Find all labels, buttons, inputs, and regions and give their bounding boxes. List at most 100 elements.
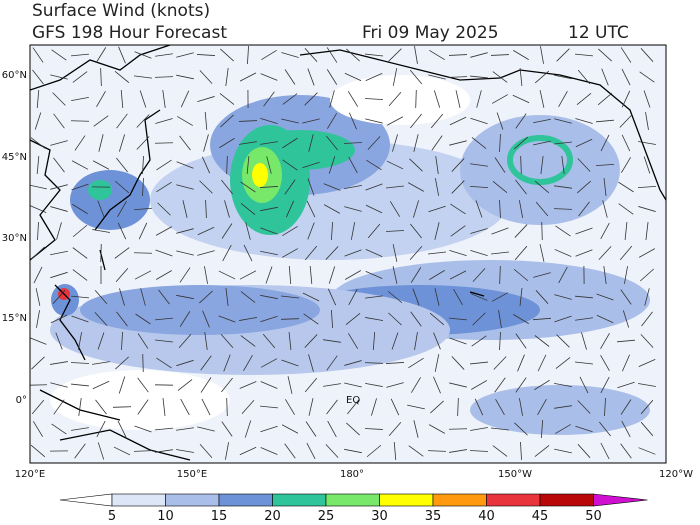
wind-barb bbox=[621, 134, 631, 152]
wind-barb bbox=[261, 49, 277, 61]
wind-barb bbox=[428, 205, 446, 213]
wind-barb bbox=[428, 424, 446, 434]
wind-barb bbox=[410, 267, 422, 283]
wind-barb bbox=[308, 354, 314, 372]
wind-barb bbox=[71, 183, 89, 191]
lon-label: 180° bbox=[340, 469, 364, 480]
wind-barb bbox=[308, 134, 314, 152]
wind-barb bbox=[577, 400, 591, 414]
wind-barb bbox=[201, 156, 211, 174]
wind-barb bbox=[304, 334, 318, 348]
wind-barb bbox=[260, 381, 278, 389]
wind-barb bbox=[137, 377, 149, 393]
wind-barb bbox=[134, 75, 152, 79]
wind-barb bbox=[638, 248, 656, 258]
wind-barb bbox=[305, 421, 317, 437]
wind-barb bbox=[51, 49, 67, 61]
date: Fri 09 May 2025 bbox=[362, 23, 499, 43]
wind-barb bbox=[499, 199, 501, 219]
wind-barb bbox=[539, 244, 545, 262]
wind-barb bbox=[323, 339, 341, 343]
wind-barb bbox=[540, 156, 544, 174]
wind-barb bbox=[644, 288, 650, 306]
wind-barb bbox=[366, 444, 382, 458]
wind-barb bbox=[156, 357, 172, 369]
wind-barb bbox=[576, 93, 592, 105]
wind-barb bbox=[284, 179, 296, 195]
wind-barb bbox=[449, 337, 467, 345]
wind-barb bbox=[470, 75, 488, 79]
wind-barb bbox=[449, 382, 467, 388]
wind-barb bbox=[70, 362, 90, 364]
wind-barb bbox=[621, 68, 631, 86]
wind-barb bbox=[326, 135, 338, 151]
wind-barb bbox=[596, 293, 614, 301]
wind-barb bbox=[180, 90, 190, 108]
wind-barb bbox=[30, 337, 47, 345]
wind-barb bbox=[553, 208, 573, 210]
wind-barb bbox=[515, 179, 527, 195]
wind-barb bbox=[556, 334, 570, 348]
wind-barb bbox=[470, 293, 488, 301]
wind-barb bbox=[575, 295, 593, 299]
wind-barb bbox=[365, 118, 383, 124]
wind-barb bbox=[325, 444, 339, 458]
wind-barb bbox=[199, 443, 213, 459]
colorbar-label: 15 bbox=[211, 509, 228, 524]
wind-barb bbox=[492, 445, 508, 457]
wind-barb bbox=[50, 314, 68, 324]
wind-barb bbox=[554, 185, 572, 189]
wind-barb bbox=[306, 200, 316, 218]
wind-barb bbox=[470, 228, 488, 234]
wind-barb bbox=[201, 398, 211, 416]
wind-barb bbox=[554, 448, 572, 454]
wind-barb bbox=[455, 90, 461, 108]
wind-barb bbox=[540, 46, 544, 64]
wind-barb bbox=[345, 313, 361, 325]
wind-barb bbox=[598, 48, 612, 62]
wind-barb bbox=[620, 443, 632, 459]
wind-barb bbox=[323, 383, 341, 387]
wind-barb bbox=[600, 222, 610, 240]
wind-barb bbox=[645, 222, 649, 240]
wind-barb bbox=[134, 51, 152, 59]
wind-barb bbox=[117, 420, 127, 438]
wind-barb bbox=[622, 354, 630, 372]
wind-barb bbox=[577, 69, 591, 85]
wind-barb bbox=[260, 117, 278, 125]
wind-barb bbox=[74, 443, 86, 459]
wind-barb bbox=[50, 382, 68, 388]
wind-barb bbox=[514, 245, 528, 261]
wind-barb bbox=[223, 354, 231, 372]
wind-barb bbox=[365, 382, 383, 388]
wind-barb bbox=[302, 118, 320, 124]
wind-barb bbox=[469, 450, 489, 452]
wind-barb bbox=[327, 288, 337, 306]
wind-barb bbox=[136, 114, 150, 128]
wind-barb bbox=[52, 92, 66, 106]
wind-barb bbox=[561, 156, 565, 174]
wind-barb bbox=[534, 379, 550, 391]
wind-barb bbox=[617, 381, 635, 389]
wind-barb bbox=[327, 113, 337, 129]
wind-barb bbox=[491, 227, 509, 235]
wind-barb bbox=[596, 119, 614, 123]
wind-barb bbox=[638, 141, 656, 145]
wind-barb bbox=[434, 354, 440, 372]
wind-barb bbox=[114, 70, 130, 84]
wind-barb bbox=[155, 339, 173, 343]
wind-barb bbox=[499, 331, 501, 351]
wind-barb bbox=[51, 423, 67, 435]
wind-barb bbox=[243, 244, 253, 262]
wind-barb bbox=[262, 333, 276, 349]
wind-barb bbox=[392, 244, 398, 262]
wind-barb bbox=[55, 332, 63, 350]
wind-barb bbox=[239, 317, 257, 321]
wind-barb bbox=[371, 398, 377, 416]
wind-barb bbox=[598, 246, 612, 260]
wind-barb bbox=[365, 295, 383, 299]
wind-barb bbox=[645, 112, 649, 130]
wind-barb bbox=[239, 446, 257, 456]
wind-barb bbox=[35, 288, 41, 306]
wind-barb bbox=[155, 249, 173, 257]
